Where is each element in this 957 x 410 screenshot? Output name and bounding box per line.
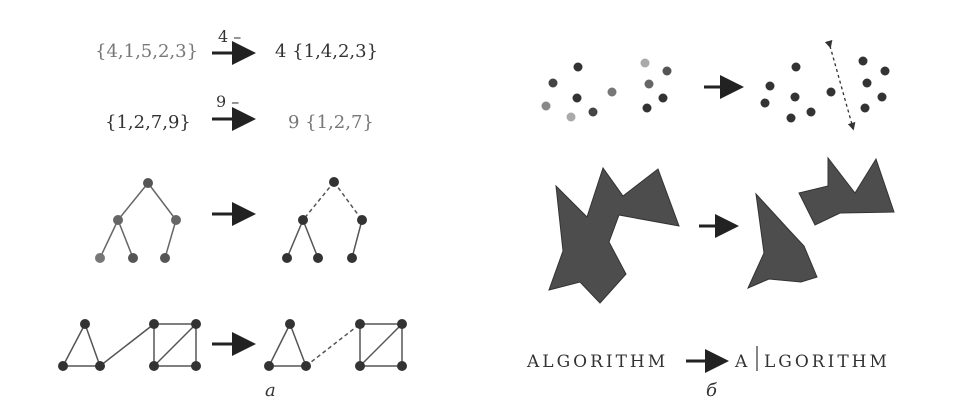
graph-before <box>61 323 197 367</box>
graph-node <box>149 319 159 329</box>
graph-after <box>267 323 403 367</box>
point <box>541 101 551 111</box>
point <box>642 103 652 113</box>
point <box>640 58 650 68</box>
tree-after-nodes <box>282 177 367 263</box>
point <box>588 107 598 117</box>
graph-node <box>355 319 365 329</box>
points-after <box>760 56 890 123</box>
point <box>765 81 775 91</box>
tree-node <box>160 253 170 263</box>
graph-node <box>149 361 159 371</box>
caption-a: а <box>265 380 276 401</box>
graph-after-nodes <box>264 319 407 371</box>
point <box>790 92 800 102</box>
point <box>862 78 872 88</box>
graph-node <box>95 361 105 371</box>
tree-node <box>95 253 105 263</box>
tree-before <box>99 182 177 259</box>
tree-before-nodes <box>95 178 181 263</box>
point <box>548 78 558 88</box>
tree-node <box>128 253 138 263</box>
tree-node <box>171 215 181 225</box>
point <box>658 93 668 103</box>
point <box>572 93 582 103</box>
point <box>607 87 617 97</box>
tree-node <box>313 253 323 263</box>
set-1-input: {4,1,5,2,3} <box>95 41 198 62</box>
point <box>791 62 801 72</box>
tree-node <box>357 215 367 225</box>
point <box>786 113 796 123</box>
point <box>806 107 816 117</box>
graph-node <box>301 361 311 371</box>
graph-node <box>285 319 295 329</box>
polygon-before <box>548 166 680 304</box>
tree-node <box>329 177 339 187</box>
graph-node <box>397 361 407 371</box>
tree-after <box>286 181 363 259</box>
set-2-output: 9 {1,2,7} <box>288 112 374 133</box>
tree-node <box>298 215 308 225</box>
point <box>826 87 836 97</box>
graph-node <box>264 361 274 371</box>
graph-node <box>58 361 68 371</box>
set-2-op: 9 – <box>216 92 239 111</box>
graph-node <box>80 319 90 329</box>
point <box>760 98 770 108</box>
tree-node <box>282 253 292 263</box>
graph-node <box>397 319 407 329</box>
tree-node <box>113 215 123 225</box>
graph-node <box>191 319 201 329</box>
graph-node <box>191 361 201 371</box>
point <box>880 66 890 76</box>
set-1-op: 4 – <box>218 27 241 46</box>
word-output-left: A <box>734 352 748 372</box>
polygon-piece-left <box>747 192 818 289</box>
point <box>877 92 887 102</box>
caption-b: б <box>706 380 718 401</box>
word-input: ALGORITHM <box>526 352 668 372</box>
word-output-right: LGORITHM <box>764 352 890 372</box>
graph-before-nodes <box>58 319 201 371</box>
tree-node <box>143 178 153 188</box>
set-2-input: {1,2,7,9} <box>105 112 191 133</box>
point <box>566 112 576 122</box>
point <box>573 62 583 72</box>
point <box>860 103 870 113</box>
graph-node <box>355 361 365 371</box>
point <box>858 56 868 66</box>
polygon-piece-right <box>798 156 895 226</box>
point <box>662 66 672 76</box>
tree-node <box>347 253 357 263</box>
separator-dashed-line <box>824 39 856 131</box>
points-before <box>541 58 672 122</box>
set-1-output: 4 {1,4,2,3} <box>275 41 378 62</box>
point <box>644 79 654 89</box>
